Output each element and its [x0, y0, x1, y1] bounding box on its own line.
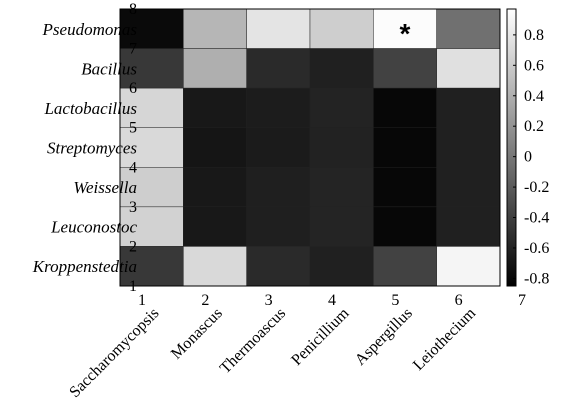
y-tick-label: 7: [129, 41, 137, 58]
colorbar-tick-label: -0.8: [524, 270, 549, 287]
heatmap-cell: [246, 206, 311, 247]
heatmap-cell: [119, 48, 184, 89]
heatmap-cell: [373, 48, 437, 89]
heatmap-cell: [119, 8, 184, 49]
heatmap-cell: [436, 87, 501, 128]
colorbar-tick-label: 0.6: [524, 57, 544, 74]
y-axis-ticks: 1 2 3 4 5 6 7 8: [129, 1, 137, 295]
row-label: Weissella: [73, 178, 137, 197]
heatmap-cell: [246, 48, 311, 89]
x-tick-label: 5: [391, 292, 399, 309]
heatmap-cell: [183, 206, 247, 247]
significance-marker: *: [400, 18, 411, 49]
annotations: *: [400, 18, 411, 49]
column-label: Aspergillus: [352, 305, 416, 369]
heatmap-cell: [373, 127, 437, 168]
x-tick-label: 2: [201, 292, 209, 309]
heatmap-cell: [246, 8, 311, 49]
y-tick-label: 4: [129, 159, 137, 176]
row-label: Lactobacillus: [43, 99, 137, 118]
heatmap-cell: [373, 87, 437, 128]
heatmap-cell: [119, 87, 184, 128]
column-label: Monascus: [168, 305, 226, 363]
heatmap-cell: [436, 8, 501, 49]
heatmap-cell: [183, 246, 247, 287]
y-tick-label: 6: [129, 80, 137, 97]
x-tick-label: 3: [265, 292, 273, 309]
colorbar: [506, 8, 517, 287]
y-tick-label: 5: [129, 120, 137, 137]
heatmap-cell: [309, 127, 374, 168]
colorbar-tick-label: 0: [524, 149, 532, 166]
heatmap-cell: [183, 48, 247, 89]
colorbar-tick-label: -0.2: [524, 179, 549, 196]
heatmap-cell: [309, 246, 374, 287]
colorbar-tick-label: 0.8: [524, 27, 544, 44]
column-label: Penicillium: [288, 304, 353, 369]
colorbar-ticks: -0.8 -0.6 -0.4 -0.2 0 0.2 0.4 0.6 0.8: [513, 27, 549, 287]
colorbar-tick-label: -0.4: [524, 210, 549, 227]
heatmap-cell: [309, 87, 374, 128]
heatmap-cell: [373, 8, 437, 49]
heatmap-cell: [246, 87, 311, 128]
x-tick-label: 7: [518, 292, 526, 309]
heatmap-cell: [246, 246, 311, 287]
row-label: Kroppenstedtia: [32, 257, 137, 276]
y-tick-label: 2: [129, 238, 137, 255]
heatmap-cell: [436, 127, 501, 168]
heatmap-cell: [246, 127, 311, 168]
x-tick-label: 6: [455, 292, 463, 309]
heatmap-cell: [183, 127, 247, 168]
heatmap-cell: [436, 48, 501, 89]
heatmap-cell: [373, 167, 437, 208]
column-label: Saccharomycopsis: [66, 305, 162, 401]
heatmap-cell: [436, 167, 501, 208]
row-label: Streptomyces: [47, 139, 137, 158]
y-tick-label: 8: [129, 1, 137, 18]
heatmap-cell: [309, 206, 374, 247]
y-tick-label: 3: [129, 199, 137, 216]
heatmap-cells: [119, 8, 501, 287]
heatmap-cell: [309, 48, 374, 89]
x-axis-ticks: 1 2 3 4 5 6 7: [138, 292, 526, 309]
heatmap-cell: [183, 8, 247, 49]
column-label: Leiothecium: [410, 304, 480, 374]
heatmap-cell: [119, 167, 184, 208]
heatmap-cell: [436, 206, 501, 247]
heatmap-cell: [183, 87, 247, 128]
row-label: Bacillus: [81, 59, 137, 78]
plot-frame: [119, 8, 501, 287]
column-label: Thermoascus: [217, 305, 289, 377]
heatmap-cell: [373, 206, 437, 247]
y-tick-label: 1: [129, 278, 137, 295]
heatmap-cell: [309, 167, 374, 208]
heatmap-cell: [309, 8, 374, 49]
heatmap-cell: [436, 246, 501, 287]
heatmap-cell: [119, 127, 184, 168]
heatmap-cell: [246, 167, 311, 208]
colorbar-tick-label: 0.2: [524, 118, 544, 135]
x-tick-label: 4: [328, 292, 336, 309]
x-tick-label: 1: [138, 292, 146, 309]
heatmap-cell: [183, 167, 247, 208]
heatmap-cell: [373, 246, 437, 287]
colorbar-tick-label: -0.6: [524, 240, 549, 257]
row-labels: Pseudomonas Bacillus Lactobacillus Streptom…: [32, 20, 138, 276]
colorbar-tick-label: 0.4: [524, 88, 544, 105]
row-label: Leuconostoc: [50, 218, 137, 237]
row-label: Pseudomonas: [42, 20, 138, 39]
